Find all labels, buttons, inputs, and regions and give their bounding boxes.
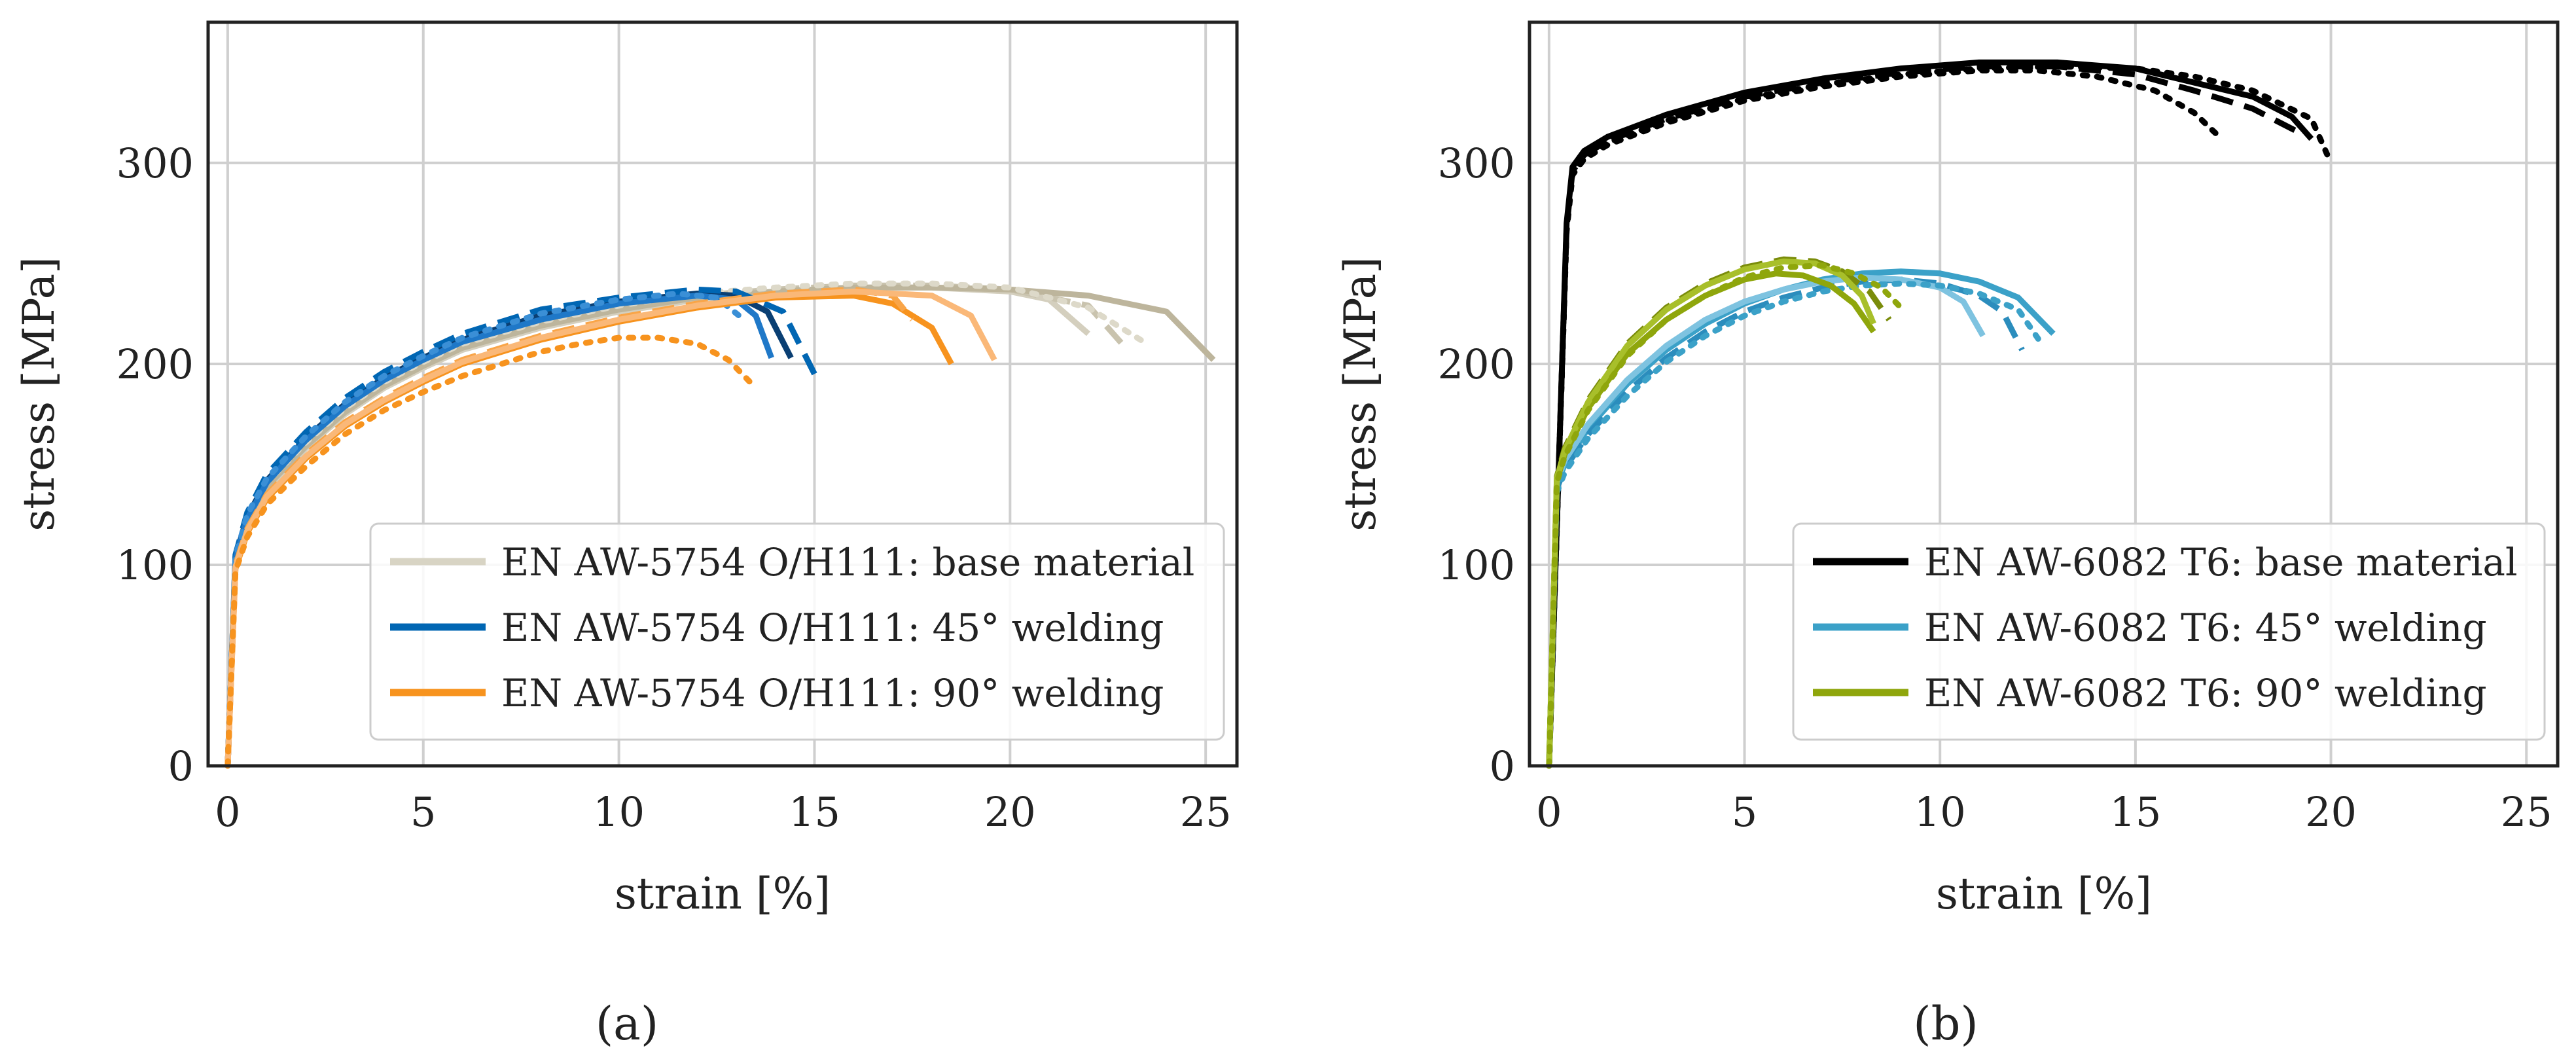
series-line-a-6 (224, 286, 817, 766)
plot-frame-a (206, 20, 1239, 768)
legend-label-a-2: EN AW-5754 O/H111: 45° welding (501, 605, 1164, 650)
y-tick-labels-a: 0 100 200 300 (116, 139, 194, 790)
y-tick-label-a: 0 (168, 742, 194, 790)
y-tick-label-b: 0 (1490, 742, 1515, 790)
x-tick-label-a: 10 (593, 788, 645, 836)
y-tick-label-b: 200 (1438, 340, 1515, 388)
x-axis-label-b: strain [%] (1936, 869, 2152, 919)
y-tick-label-b: 300 (1438, 139, 1515, 187)
legend-label-b-2: EN AW-6082 T6: 45° welding (1924, 605, 2487, 650)
y-tick-label-a: 100 (116, 541, 194, 589)
legend-a: EN AW-5754 O/H111: base material EN AW-57… (369, 522, 1225, 741)
series-line-b-4 (1546, 63, 2334, 769)
panel-b: 0 5 10 15 20 25 0 100 200 300 strain [%] stress … (1335, 20, 2560, 1051)
panel-caption-a: (a) (596, 997, 658, 1051)
x-tick-label-a: 15 (789, 788, 840, 836)
plot-frame-b (1528, 20, 2560, 768)
x-tick-label-a: 25 (1180, 788, 1232, 836)
y-tick-label-a: 300 (116, 139, 194, 187)
legend-box-b (1792, 522, 2546, 741)
x-tick-label-b: 20 (2305, 788, 2357, 836)
series-line-b-12 (1546, 262, 1904, 769)
series-line-a-11 (224, 288, 997, 766)
x-tick-label-b: 0 (1536, 788, 1562, 836)
y-tick-labels-b: 0 100 200 300 (1438, 139, 1515, 790)
legend-label-a-1: EN AW-5754 O/H111: base material (501, 540, 1194, 585)
x-tick-label-b: 25 (2501, 788, 2552, 836)
series-line-a-8 (224, 291, 747, 769)
legend-label-a-3: EN AW-5754 O/H111: 90° welding (501, 671, 1164, 715)
series-line-a-12 (224, 334, 755, 769)
series-group-b (1546, 59, 2334, 769)
series-line-a-4 (224, 280, 1150, 769)
y-axis-label-a: stress [MPa] (14, 257, 64, 532)
x-tick-label-b: 15 (2109, 788, 2161, 836)
y-tick-label-b: 100 (1438, 541, 1515, 589)
y-tick-label-a: 200 (116, 340, 194, 388)
x-tick-label-b: 10 (1914, 788, 1966, 836)
legend-label-b-1: EN AW-6082 T6: base material (1924, 540, 2518, 585)
legend-box-a (369, 522, 1225, 741)
x-tick-label-a: 0 (215, 788, 240, 836)
series-group-a (224, 280, 1216, 769)
panel-a: 0 5 10 15 20 25 0 100 200 300 strain [%] stress … (14, 20, 1239, 1051)
x-tick-label-a: 20 (984, 788, 1036, 836)
y-axis-label-b: stress [MPa] (1335, 257, 1386, 532)
x-axis-label-a: strain [%] (615, 869, 831, 919)
x-tick-labels-a: 0 5 10 15 20 25 (215, 788, 1231, 836)
series-line-b-8 (1546, 280, 2045, 769)
x-tick-label-b: 5 (1732, 788, 1757, 836)
legend-label-b-3: EN AW-6082 T6: 90° welding (1924, 671, 2487, 715)
x-tick-labels-b: 0 5 10 15 20 25 (1536, 788, 2552, 836)
panel-caption-b: (b) (1913, 997, 1978, 1051)
legend-b: EN AW-6082 T6: base material EN AW-6082 T… (1792, 522, 2546, 741)
x-tick-label-a: 5 (410, 788, 436, 836)
